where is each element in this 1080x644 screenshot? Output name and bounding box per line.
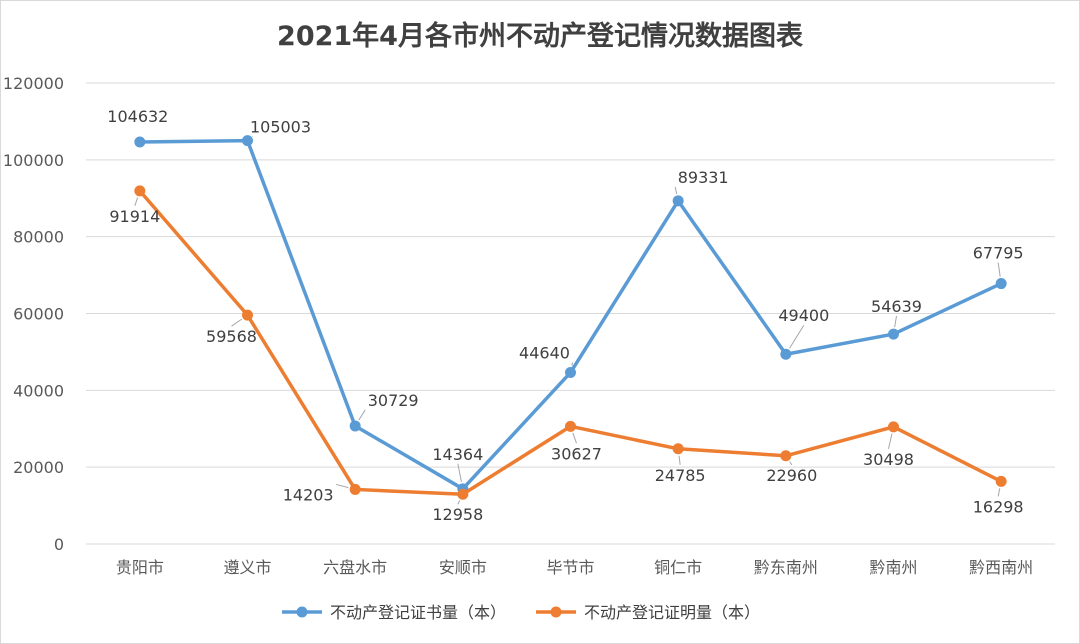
y-axis-ticks: 0 20000 40000 60000 80000 100000 120000 <box>3 74 64 554</box>
leader-line <box>231 318 243 327</box>
data-label: 30729 <box>368 391 419 410</box>
y-tick-label: 80000 <box>13 228 64 247</box>
leader-line <box>888 433 893 449</box>
leader-line <box>571 362 573 366</box>
data-point <box>888 421 899 433</box>
data-point <box>672 195 684 207</box>
data-label: 89331 <box>678 168 729 187</box>
leader-line <box>789 324 805 349</box>
leader-line <box>457 500 461 505</box>
y-tick-label: 120000 <box>3 74 64 93</box>
data-point <box>349 420 361 432</box>
leader-line <box>457 463 462 483</box>
leader-line <box>572 432 577 444</box>
data-point <box>242 135 253 147</box>
data-label: 30627 <box>551 444 602 463</box>
data-label: 49400 <box>778 306 829 325</box>
data-label: 105003 <box>250 118 311 137</box>
legend: 不动产登记证书量（本） 不动产登记证明量（本） <box>282 603 760 622</box>
data-point <box>242 309 253 321</box>
leader-line <box>789 461 793 466</box>
y-tick-label: 40000 <box>13 381 64 400</box>
x-tick-label: 黔西南州 <box>969 558 1033 577</box>
data-point <box>565 367 576 379</box>
y-tick-label: 60000 <box>13 305 64 324</box>
data-label: 54639 <box>871 297 922 316</box>
data-point <box>349 483 361 495</box>
leader-line <box>134 197 139 207</box>
data-point <box>457 488 469 500</box>
data-label: 16298 <box>973 497 1024 516</box>
leader-line <box>678 455 681 465</box>
data-point <box>995 278 1007 290</box>
data-label: 14364 <box>432 445 483 464</box>
data-point <box>888 328 899 340</box>
legend-label: 不动产登记证书量（本） <box>330 603 506 622</box>
legend-swatch-marker <box>550 606 562 618</box>
data-label: 104632 <box>107 107 168 126</box>
data-label: 30498 <box>863 450 914 469</box>
leader-line <box>997 488 1001 497</box>
x-tick-label: 毕节市 <box>546 558 594 577</box>
data-point <box>780 450 792 462</box>
data-label: 44640 <box>519 344 570 363</box>
x-axis-ticks: 贵阳市 遵义市 六盘水市 安顺市 毕节市 铜仁市 黔东南州 黔南州 黔西南州 <box>116 558 1033 577</box>
x-tick-label: 六盘水市 <box>323 558 387 577</box>
legend-swatch-marker <box>296 606 308 618</box>
data-label: 24785 <box>655 466 706 485</box>
x-tick-label: 黔南州 <box>869 558 917 577</box>
leader-line <box>336 483 349 489</box>
data-point <box>995 475 1007 487</box>
data-point <box>134 136 146 148</box>
chart-title: 2021年4月各市州不动产登记情况数据图表 <box>277 20 803 52</box>
x-tick-label: 铜仁市 <box>654 558 702 577</box>
leader-line <box>358 409 366 421</box>
x-tick-label: 遵义市 <box>223 558 271 577</box>
leader-line <box>674 186 678 195</box>
y-tick-label: 0 <box>54 535 64 554</box>
data-label: 59568 <box>206 327 257 346</box>
data-point <box>780 348 792 360</box>
leader-line <box>894 316 897 328</box>
data-label: 91914 <box>109 207 160 226</box>
data-label: 22960 <box>766 466 817 485</box>
data-point <box>672 443 684 455</box>
legend-label: 不动产登记证明量（本） <box>584 603 760 622</box>
data-point <box>134 185 146 197</box>
x-tick-label: 贵阳市 <box>116 558 164 577</box>
x-tick-label: 安顺市 <box>439 558 487 577</box>
data-label: 14203 <box>283 485 334 504</box>
series-layer <box>134 135 1007 500</box>
leader-line <box>997 262 1001 277</box>
data-labels: 104632 105003 30729 14364 44640 89331 49400 546… <box>107 107 1023 524</box>
data-label: 67795 <box>973 244 1024 263</box>
y-tick-label: 100000 <box>3 151 64 170</box>
data-label: 12958 <box>432 505 483 524</box>
x-tick-label: 黔东南州 <box>754 558 818 577</box>
data-point <box>565 420 576 432</box>
y-tick-label: 20000 <box>13 458 64 477</box>
